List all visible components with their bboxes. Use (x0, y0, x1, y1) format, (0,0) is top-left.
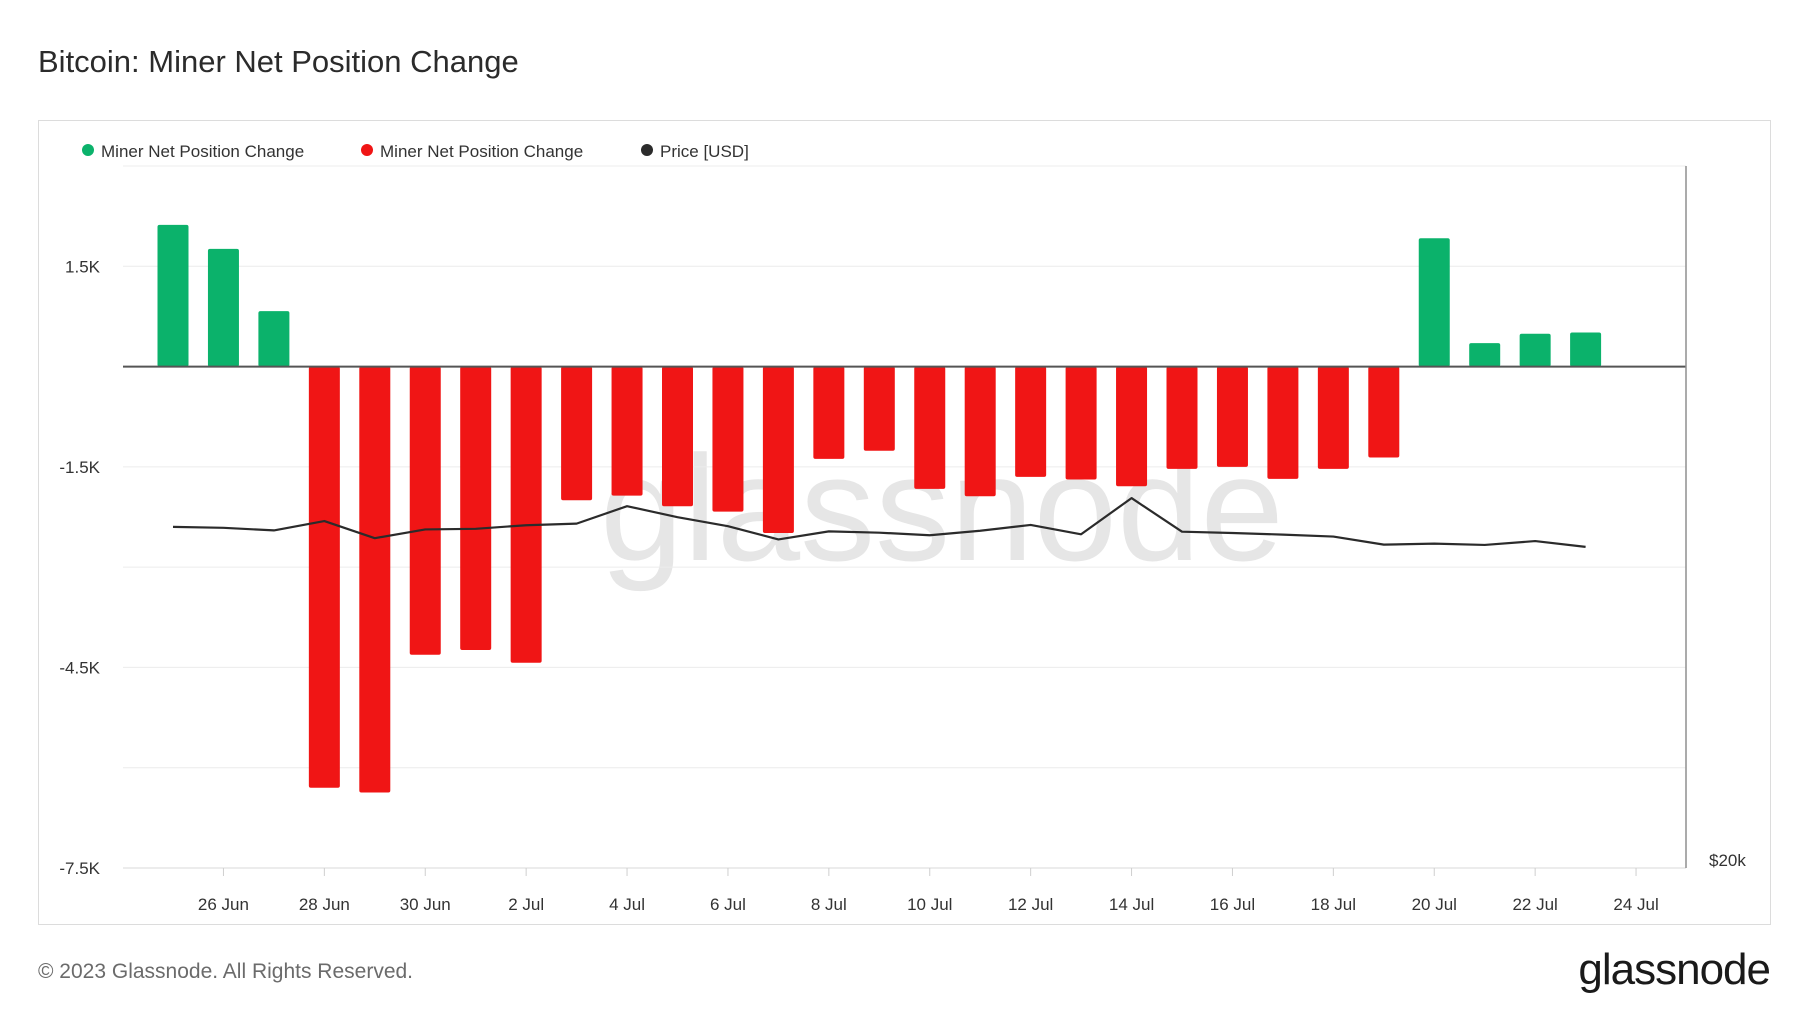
bar (813, 366, 845, 459)
bar (1368, 366, 1400, 458)
y-tick-label: -4.5K (59, 658, 100, 677)
bar (662, 366, 693, 507)
legend[interactable]: Miner Net Position Change Miner Net Posit… (82, 142, 749, 161)
x-tick-label: 6 Jul (710, 895, 746, 914)
y2-tick-label: $20k (1709, 851, 1746, 870)
legend-label: Miner Net Position Change (380, 142, 583, 161)
y-tick-label: -1.5K (59, 458, 100, 477)
legend-item[interactable]: Miner Net Position Change (361, 142, 583, 161)
bar (1469, 343, 1501, 367)
glassnode-logo[interactable]: glassnode (1578, 945, 1771, 994)
x-tick-label: 26 Jun (198, 895, 249, 914)
legend-item[interactable]: Miner Net Position Change (82, 142, 304, 161)
bar (1065, 366, 1097, 480)
bar (409, 366, 441, 655)
y-tick-label: 1.5K (65, 257, 101, 276)
bar (460, 366, 492, 651)
bar (207, 248, 239, 367)
x-tick-label: 18 Jul (1311, 895, 1356, 914)
legend-dot (82, 144, 94, 156)
x-tick-label: 16 Jul (1210, 895, 1255, 914)
bar (561, 366, 593, 501)
axes: 1.5K -1.5K -4.5K -7.5K $20k 26 Jun 28 Jun 30 Ju… (59, 166, 1746, 914)
x-tick-label: 22 Jul (1512, 895, 1557, 914)
bar (1317, 366, 1349, 469)
bar (1519, 333, 1551, 367)
bar (157, 224, 189, 367)
legend-label: Price [USD] (660, 142, 749, 161)
bar (1570, 332, 1602, 367)
legend-dot (361, 144, 373, 156)
bar (308, 366, 340, 788)
bar (1267, 366, 1299, 479)
legend-label: Miner Net Position Change (101, 142, 304, 161)
legend-dot (641, 144, 653, 156)
bar (863, 366, 895, 451)
bar (1015, 366, 1047, 477)
legend-item[interactable]: Price [USD] (641, 142, 749, 161)
bar (712, 366, 744, 512)
bar (611, 366, 643, 496)
bar (1116, 366, 1148, 487)
x-tick-label: 8 Jul (811, 895, 847, 914)
bar (1418, 238, 1450, 367)
bar (258, 311, 290, 367)
bar (1216, 366, 1248, 467)
chart-frame (38, 120, 1771, 925)
bar-series (157, 224, 1602, 793)
y-tick-label: -7.5K (59, 859, 100, 878)
page-title: Bitcoin: Miner Net Position Change (38, 44, 519, 79)
x-tick-label: 12 Jul (1008, 895, 1053, 914)
bar (510, 366, 542, 663)
bar (762, 366, 794, 534)
price-line (172, 497, 1586, 548)
bar (964, 366, 996, 497)
price-series (172, 497, 1586, 548)
x-tick-label: 24 Jul (1613, 895, 1658, 914)
x-tick-label: 4 Jul (609, 895, 645, 914)
bar (914, 366, 946, 489)
x-tick-label: 30 Jun (400, 895, 451, 914)
x-tick-label: 14 Jul (1109, 895, 1154, 914)
x-tick-label: 28 Jun (299, 895, 350, 914)
bar (359, 366, 391, 793)
copyright: © 2023 Glassnode. All Rights Reserved. (38, 960, 414, 983)
x-tick-label: 20 Jul (1412, 895, 1457, 914)
bar (1166, 366, 1198, 469)
x-tick-label: 2 Jul (508, 895, 544, 914)
x-tick-label: 10 Jul (907, 895, 952, 914)
